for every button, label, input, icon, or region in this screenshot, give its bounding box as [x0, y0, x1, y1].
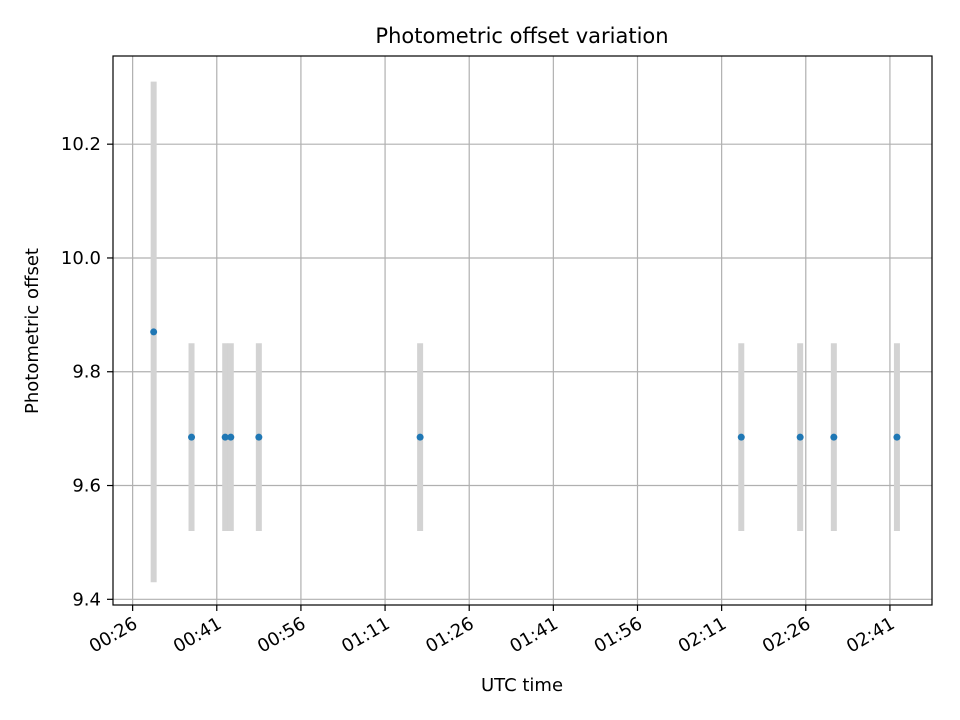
x-tick-label: 00:56 [254, 613, 309, 657]
x-tick-label: 02:11 [675, 613, 730, 657]
x-tick-label: 01:11 [338, 613, 393, 657]
error-bars [150, 81, 900, 583]
data-point [255, 433, 263, 441]
y-tick-label: 9.4 [72, 589, 101, 610]
data-point [830, 433, 838, 441]
grid [113, 56, 932, 605]
x-tick-label: 02:26 [759, 613, 814, 657]
x-tick-label: 01:26 [422, 613, 477, 657]
y-tick-label: 9.8 [72, 362, 101, 383]
x-tick-label: 00:41 [170, 613, 225, 657]
data-point [150, 328, 158, 336]
x-axis-label: UTC time [481, 675, 563, 696]
x-axis: 00:26 00:41 00:56 01:11 01:26 01:41 01:56 02:11… [86, 605, 898, 657]
data-point [796, 433, 804, 441]
x-tick-label: 02:41 [843, 613, 898, 657]
x-tick-label: 01:41 [506, 613, 561, 657]
data-point [188, 433, 196, 441]
data-point [416, 433, 424, 441]
plot-frame [112, 55, 933, 606]
x-tick-label: 00:26 [86, 613, 141, 657]
y-axis-label: Photometric offset [22, 248, 43, 414]
x-tick-label: 01:56 [591, 613, 646, 657]
data-point [227, 433, 235, 441]
y-axis: 9.4 9.6 9.8 10.0 10.2 [61, 134, 113, 610]
y-tick-label: 9.6 [72, 476, 101, 497]
data-point [737, 433, 745, 441]
data-point [893, 433, 901, 441]
data-point [221, 433, 229, 441]
chart-title: Photometric offset variation [375, 24, 668, 48]
y-tick-label: 10.0 [61, 248, 101, 269]
data-points [150, 328, 901, 441]
y-tick-label: 10.2 [61, 134, 101, 155]
